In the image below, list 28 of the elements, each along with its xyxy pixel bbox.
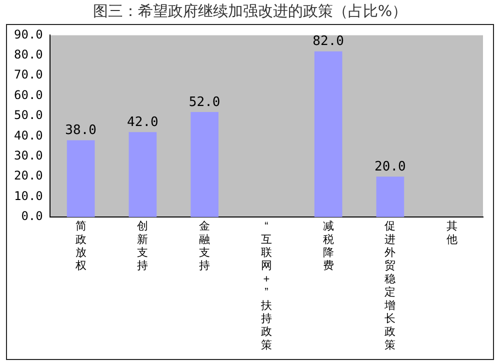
- x-tick-label: 减税降费: [322, 220, 334, 272]
- x-tick-label: 简政放权: [74, 220, 86, 272]
- category-label: 促进外贸稳定增长政策: [384, 220, 396, 352]
- x-tick-label: 金融支持: [199, 220, 210, 272]
- y-tick-label: 50.0: [14, 108, 43, 122]
- data-label: 42.0: [127, 115, 158, 130]
- bar: [128, 132, 157, 217]
- y-tick-label: 0.0: [21, 209, 43, 224]
- y-tick-label: 30.0: [14, 148, 43, 163]
- data-label: 38.0: [65, 123, 96, 138]
- category-label: “互联网+”扶持政策: [260, 220, 272, 352]
- y-tick-label: 70.0: [14, 68, 43, 82]
- y-tick-label: 40.0: [14, 128, 43, 142]
- bar: [190, 112, 218, 217]
- data-label: 20.0: [374, 159, 406, 174]
- bar: [376, 176, 404, 217]
- y-tick-label: 10.0: [14, 188, 43, 203]
- x-tick-label: 其他: [446, 220, 458, 246]
- data-label: 82.0: [312, 34, 344, 50]
- y-tick-label: 20.0: [14, 168, 43, 183]
- bar: [314, 51, 342, 217]
- chart-title: 图三：希望政府继续加强改进的政策（占比%）: [92, 2, 408, 21]
- y-tick-label: 60.0: [14, 88, 43, 102]
- x-tick-label: 创新支持: [137, 220, 148, 272]
- data-label: 52.0: [188, 94, 220, 110]
- y-tick-label: 80.0: [14, 48, 43, 62]
- bar: [66, 140, 95, 217]
- y-tick-label: 90.0: [14, 27, 43, 42]
